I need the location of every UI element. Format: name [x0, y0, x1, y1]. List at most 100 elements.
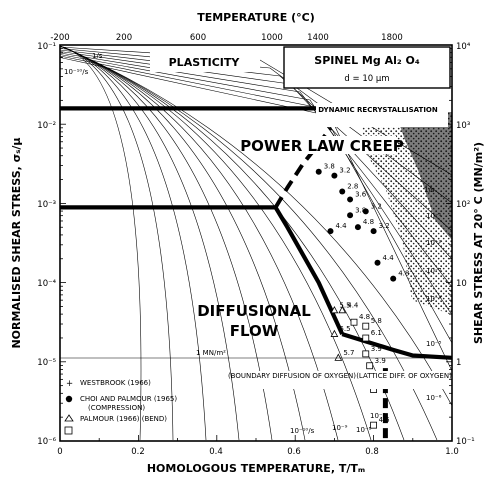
data-point-label: 4.8 [398, 270, 409, 278]
x-top-tick: 1000 [261, 33, 283, 43]
data-point-label: 5.7 [343, 349, 354, 357]
x-top-tick: 1800 [381, 33, 403, 43]
contour-label-top-2: 10⁻¹⁰/s [64, 68, 89, 76]
y-right-tick-labels: 10⁴ 10³ 10² 10 1 10⁻¹ [456, 42, 475, 447]
y-tick: 10⁻² [37, 121, 56, 131]
contour-label-bottom: 10⁻¹⁰/s [290, 427, 315, 435]
data-point-label: 3.2 [379, 222, 390, 230]
data-point-circle [370, 228, 377, 235]
y-right-tick: 1 [456, 358, 461, 368]
lattice-label-bg [364, 371, 444, 389]
y-right-tick: 10⁻¹ [456, 437, 475, 447]
data-point-square [370, 421, 378, 429]
x-tick: 0.8 [365, 447, 379, 457]
legend-entry: PALMOUR (1966) (BEND) [80, 415, 167, 423]
legend-entry: WESTBROOK (1966) [80, 379, 151, 387]
data-point-square [362, 350, 370, 358]
x-tick: 0.2 [131, 447, 145, 457]
data-point-circle [331, 172, 338, 179]
data-point-triangle [330, 305, 339, 314]
grain-size: d = 10 μm [344, 74, 389, 84]
stress-line-label: 1 MN/m² [196, 349, 226, 357]
x-tick: 1.0 [445, 447, 459, 457]
field-power-law: POWER LAW CREEP [240, 137, 404, 155]
x-top-tick: 600 [190, 33, 206, 43]
data-point-triangle [330, 329, 339, 337]
data-point-label: 3.8 [324, 163, 335, 171]
creep-label-bg [250, 136, 396, 154]
contour-line [60, 54, 452, 316]
data-point-square [366, 362, 374, 370]
y-tick: 10⁻⁵ [37, 358, 56, 368]
plasticity-label-bg [150, 50, 260, 72]
contour-line [60, 52, 452, 288]
contour-label-bottom: 10⁻⁹ [332, 424, 348, 432]
y-right-tick: 10⁴ [456, 42, 471, 52]
contour-label-right: 10⁻⁶ [426, 394, 442, 402]
y-tick: 10⁻⁶ [37, 437, 56, 447]
data-point-square [350, 318, 358, 326]
contour-label-right: 10⁻¹ [426, 212, 442, 220]
contour-line [60, 48, 452, 204]
field-dyn-recryst: DYNAMIC RECRYSTALLISATION [318, 106, 438, 114]
data-point-label: 4.4 [383, 254, 395, 262]
x-axis-title: HOMOLOGOUS TEMPERATURE, T/Tₘ [147, 462, 365, 475]
recrystallisation-shading [360, 112, 452, 315]
data-point-triangle [338, 305, 347, 314]
data-point-square [362, 322, 370, 330]
data-point-circle [315, 168, 322, 175]
contour-line [60, 45, 142, 441]
data-point-circle [362, 208, 369, 215]
field-plasticity: PLASTICITY [169, 56, 241, 69]
data-point-circle [339, 188, 346, 195]
contour-label-right: 10⁻² [426, 239, 442, 247]
field-boundary-line [60, 205, 345, 335]
contour-line [60, 45, 174, 441]
data-point-label: 4.8 [359, 313, 370, 321]
legend-entry: CHOI AND PALMOUR (1965) [80, 395, 177, 403]
field-boundary-diff: (BOUNDARY DIFFUSION OF OXYGEN) [228, 372, 356, 380]
contour-label-right: 1/s [424, 186, 435, 194]
data-point-square [362, 334, 370, 342]
x-top-tick-labels: -200 200 600 1000 1400 1800 [50, 33, 402, 43]
contour-label-top-1: 1/s [92, 52, 103, 60]
data-point-label: 6.5 [339, 325, 350, 333]
data-point-label: 3.2 [339, 167, 350, 175]
contour-line [60, 45, 339, 441]
data-point-label: 3.9 [375, 357, 386, 365]
contour-label-right: 10⁻³ [426, 267, 442, 275]
title-box [283, 46, 451, 89]
contour-line [60, 49, 452, 232]
contour-line [60, 45, 372, 441]
data-points: 3.8 3.22.83.63.84.4 4.83.23.24.44.85.54.46… [315, 163, 409, 429]
y-right-axis-title: SHEAR STRESS AT 20° C (MN/m²) [472, 142, 485, 344]
x-tick: 0 [57, 447, 62, 457]
data-point-triangle [334, 353, 343, 361]
y-tick: 10⁻⁴ [37, 279, 56, 289]
data-point-label: 3.6 [355, 190, 367, 198]
recryst-label-bg [316, 103, 448, 127]
contour-line [60, 45, 405, 441]
data-point-label: 2.8 [347, 183, 358, 191]
y-right-tick: 10² [456, 200, 470, 210]
x-tick: 0.6 [287, 447, 301, 457]
x-tick-labels: 0 0.2 0.4 0.6 0.8 1.0 [57, 447, 458, 457]
legend-symbol-plus: + [66, 379, 73, 389]
contour-line [60, 45, 273, 441]
data-point-label: 5.8 [371, 317, 382, 325]
y-right-tick: 10³ [456, 121, 470, 131]
data-point-label: 5.5 [339, 301, 350, 309]
data-point-label: 4.4 [347, 301, 359, 309]
data-point-circle [390, 275, 397, 282]
y-tick: 10⁻³ [37, 200, 56, 210]
x-tick: 0.4 [209, 447, 223, 457]
data-point-label: 4.5 [379, 416, 390, 424]
data-point-circle [347, 196, 354, 203]
data-point-circle [327, 228, 334, 235]
data-point-circle [354, 224, 361, 231]
contour-line [60, 45, 306, 441]
field-diffusional-2: FLOW [230, 322, 279, 340]
data-point-label: 3.8 [355, 206, 366, 214]
legend: + WESTBROOK (1966) CHOI AND PALMOUR (196… [64, 379, 177, 435]
